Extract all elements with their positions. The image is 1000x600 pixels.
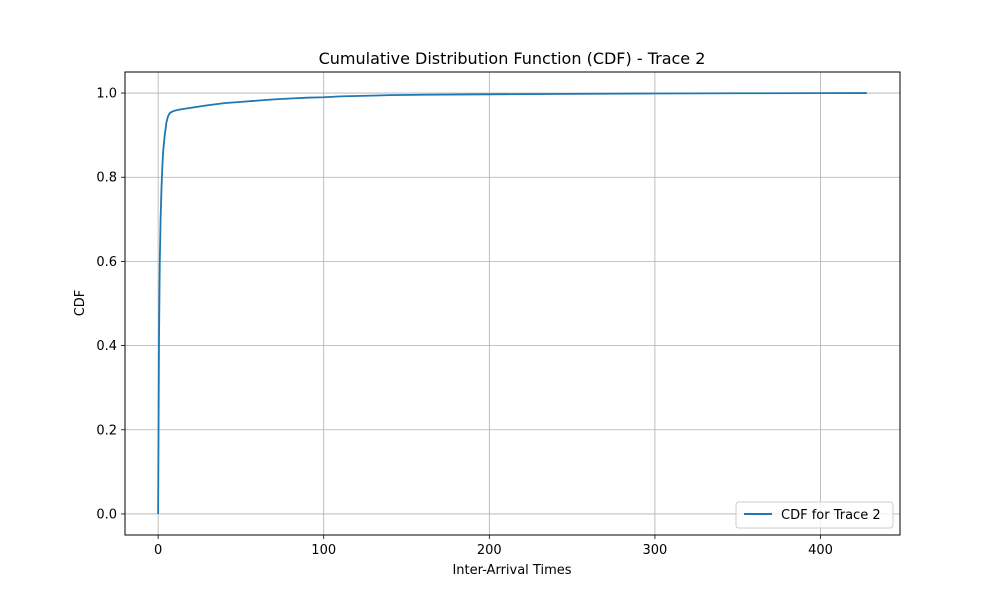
ticks: 0 100 200 300 400 0.0 0.2 0.4 0.6 0.8 1.0 [96,87,833,558]
y-tick-label: 0.2 [96,423,117,438]
x-tick-label: 200 [477,543,502,558]
chart-title: Cumulative Distribution Function (CDF) -… [319,49,706,68]
plot-frame [124,71,901,536]
y-tick-label: 0.0 [96,507,117,522]
legend: CDF for Trace 2 [735,501,894,529]
x-tick-label: 400 [808,543,833,558]
y-tick-label: 1.0 [96,87,117,102]
series-layer [157,92,867,514]
y-axis-title: CDF [73,290,88,317]
legend-label: CDF for Trace 2 [781,508,881,523]
x-tick-label: 0 [154,543,162,558]
series-line [157,92,867,514]
x-axis-title: Inter-Arrival Times [452,563,571,578]
x-tick-label: 300 [643,543,668,558]
legend-box [735,501,894,529]
y-tick-label: 0.4 [96,339,117,354]
y-tick-label: 0.6 [96,255,117,270]
y-tick-label: 0.8 [96,171,117,186]
x-tick-label: 100 [311,543,336,558]
